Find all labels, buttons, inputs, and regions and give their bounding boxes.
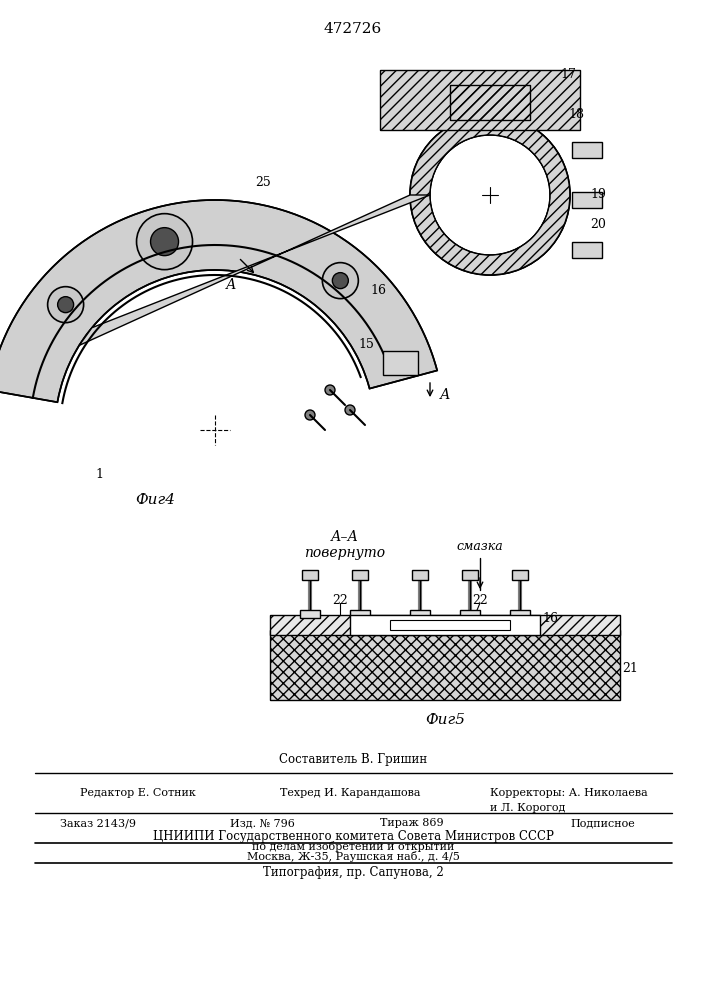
Text: 21: 21 — [622, 662, 638, 674]
Circle shape — [485, 92, 495, 102]
Bar — [383, 351, 419, 375]
Text: А: А — [440, 388, 450, 402]
Text: А–А
повернуто: А–А повернуто — [305, 530, 385, 560]
Text: 25: 25 — [255, 176, 271, 188]
Text: смазка: смазка — [457, 540, 503, 553]
Circle shape — [58, 297, 74, 313]
Bar — [270, 630, 620, 700]
Bar — [572, 192, 602, 208]
Bar — [350, 610, 370, 618]
Circle shape — [325, 385, 335, 395]
Text: 22: 22 — [472, 593, 488, 606]
Circle shape — [505, 92, 515, 102]
Circle shape — [465, 92, 475, 102]
Bar — [460, 610, 480, 618]
Text: и Л. Корогод: и Л. Корогод — [490, 803, 566, 813]
Text: 16: 16 — [542, 611, 558, 624]
Circle shape — [345, 405, 355, 415]
Text: 1: 1 — [95, 468, 103, 482]
Bar — [572, 242, 602, 258]
Text: 16: 16 — [370, 284, 386, 296]
Bar — [410, 610, 430, 618]
Bar — [302, 570, 318, 580]
Bar — [270, 615, 620, 635]
Text: 19: 19 — [590, 188, 606, 202]
Circle shape — [47, 287, 83, 323]
Text: Редактор Е. Сотник: Редактор Е. Сотник — [80, 788, 196, 798]
Bar — [350, 615, 540, 635]
Text: А: А — [226, 278, 237, 292]
Bar — [572, 142, 602, 158]
Text: Фиг4: Фиг4 — [135, 493, 175, 507]
Circle shape — [305, 410, 315, 420]
Text: 22: 22 — [332, 593, 348, 606]
Polygon shape — [0, 200, 437, 402]
Text: Тираж 869: Тираж 869 — [380, 818, 443, 828]
Bar — [380, 70, 580, 130]
Text: 20: 20 — [590, 219, 606, 232]
Circle shape — [136, 214, 192, 270]
Bar — [390, 620, 510, 630]
Bar — [512, 570, 528, 580]
Text: Фиг5: Фиг5 — [425, 713, 465, 727]
Bar — [300, 610, 320, 618]
Bar — [270, 630, 620, 700]
Text: Заказ 2143/9: Заказ 2143/9 — [60, 818, 136, 828]
Text: Подписное: Подписное — [570, 818, 635, 828]
Text: Москва, Ж-35, Раушская наб., д. 4/5: Москва, Ж-35, Раушская наб., д. 4/5 — [247, 851, 460, 862]
Text: Составитель В. Гришин: Составитель В. Гришин — [279, 753, 427, 766]
Bar — [450, 85, 530, 120]
Text: Изд. № 796: Изд. № 796 — [230, 818, 295, 828]
Text: по делам изобретений и открытий: по делам изобретений и открытий — [252, 841, 454, 852]
Bar — [380, 70, 580, 130]
Wedge shape — [0, 200, 437, 402]
Bar — [450, 85, 530, 120]
Bar — [412, 570, 428, 580]
Circle shape — [332, 273, 349, 289]
Text: Техред И. Карандашова: Техред И. Карандашова — [280, 788, 421, 798]
Bar — [270, 615, 620, 635]
Text: 17: 17 — [560, 68, 576, 82]
Text: Корректоры: А. Николаева: Корректоры: А. Николаева — [490, 788, 648, 798]
Text: ЦНИИПИ Государственного комитета Совета Министров СССР: ЦНИИПИ Государственного комитета Совета … — [153, 830, 554, 843]
Bar — [352, 570, 368, 580]
Polygon shape — [79, 195, 430, 345]
Circle shape — [151, 228, 179, 256]
Wedge shape — [410, 115, 570, 275]
Circle shape — [322, 263, 358, 299]
Bar — [510, 610, 530, 618]
Text: 472726: 472726 — [324, 22, 382, 36]
Bar — [462, 570, 478, 580]
Text: 18: 18 — [568, 108, 584, 121]
Text: 15: 15 — [358, 338, 374, 352]
Text: Типография, пр. Сапунова, 2: Типография, пр. Сапунова, 2 — [262, 866, 443, 879]
